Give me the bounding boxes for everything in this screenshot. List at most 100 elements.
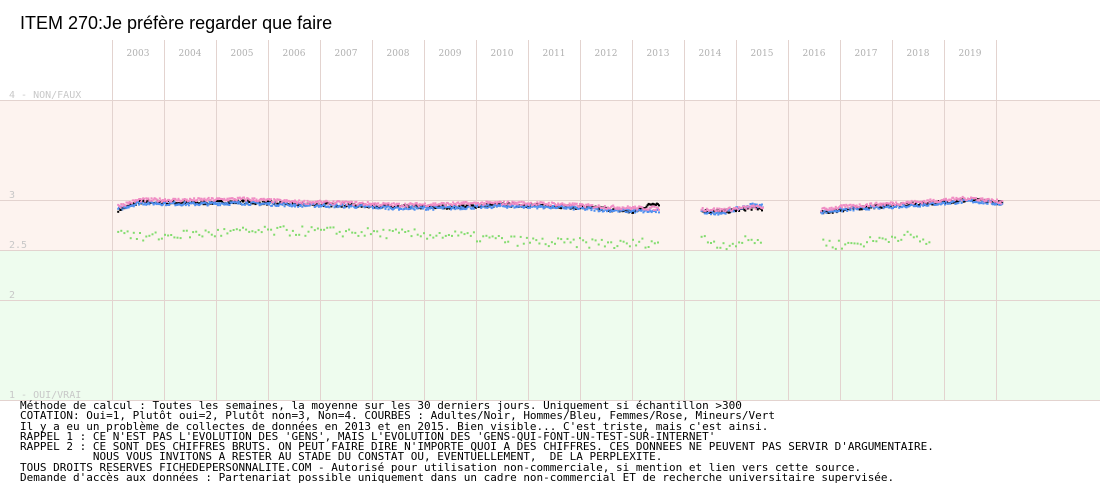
data-point (142, 239, 145, 242)
x-tick-label: 2005 (231, 49, 254, 59)
data-point (341, 200, 344, 203)
data-point (339, 203, 342, 206)
data-point (973, 199, 976, 202)
data-point (510, 235, 513, 238)
data-point (455, 204, 458, 206)
data-point (347, 201, 349, 203)
data-point (919, 240, 921, 243)
data-point (856, 242, 859, 245)
data-point (151, 202, 154, 204)
data-point (279, 226, 282, 228)
data-point (317, 202, 320, 205)
data-point (289, 203, 292, 206)
data-point (643, 208, 646, 211)
data-point (553, 206, 555, 209)
data-point (727, 209, 730, 212)
data-point (355, 200, 358, 203)
data-point (296, 202, 299, 205)
data-point (749, 206, 752, 209)
data-point (485, 203, 488, 206)
data-point (429, 234, 432, 237)
data-point (408, 208, 411, 210)
data-point (444, 234, 447, 237)
data-point (641, 237, 644, 240)
data-point (167, 234, 170, 237)
data-point (321, 204, 323, 207)
data-point (310, 202, 313, 205)
data-point (516, 203, 519, 206)
data-point (187, 199, 190, 202)
data-point (352, 203, 355, 206)
data-point (453, 203, 456, 206)
x-tick-label: 2018 (907, 49, 930, 59)
data-point (279, 201, 282, 203)
data-point (362, 203, 365, 206)
data-point (713, 210, 716, 213)
data-point (349, 205, 352, 208)
data-point (848, 204, 851, 207)
data-point (294, 199, 296, 202)
data-point (525, 202, 528, 205)
data-point (135, 201, 138, 204)
data-point (711, 211, 713, 214)
data-point (202, 203, 205, 206)
data-point (629, 208, 632, 211)
data-point (569, 241, 572, 244)
data-point (383, 204, 386, 207)
x-tick-label: 2010 (491, 49, 514, 59)
data-point (635, 207, 638, 210)
data-point (643, 207, 646, 210)
x-tick-label: 2014 (699, 49, 722, 59)
data-point (234, 198, 237, 201)
data-point (280, 201, 283, 204)
data-point (494, 237, 497, 240)
data-point (878, 207, 881, 210)
data-point (563, 241, 566, 244)
data-point (564, 206, 567, 209)
data-point (713, 240, 716, 243)
data-point (900, 206, 903, 209)
data-point (374, 205, 377, 208)
data-point (219, 204, 222, 207)
data-point (207, 231, 210, 234)
data-point (453, 205, 456, 208)
data-point (967, 198, 970, 201)
data-point (421, 204, 424, 207)
data-point (393, 203, 396, 206)
data-point (201, 202, 204, 205)
data-point (445, 207, 448, 210)
data-point (182, 198, 185, 201)
data-point (593, 209, 596, 212)
data-point (432, 208, 435, 211)
data-point (598, 208, 601, 211)
data-point (381, 203, 384, 206)
data-point (273, 233, 276, 236)
data-point (192, 231, 195, 234)
data-point (336, 206, 339, 209)
data-point (834, 205, 837, 208)
data-point (883, 204, 886, 207)
data-point (477, 201, 479, 204)
data-point (882, 207, 885, 210)
data-point (364, 203, 367, 206)
data-point (987, 197, 990, 200)
data-point (863, 205, 866, 208)
data-point (884, 238, 887, 241)
data-point (227, 200, 230, 203)
data-point (196, 198, 199, 201)
data-point (171, 199, 174, 202)
data-point (238, 201, 241, 204)
data-point (843, 204, 846, 207)
data-point (346, 203, 348, 206)
data-point (866, 203, 868, 206)
data-point (572, 238, 575, 241)
data-point (121, 208, 124, 211)
data-point (252, 199, 255, 201)
data-point (128, 205, 131, 208)
data-point (501, 237, 503, 240)
data-point (822, 238, 825, 241)
data-point (532, 237, 535, 240)
data-point (738, 209, 741, 212)
data-point (640, 206, 643, 208)
data-point (441, 207, 444, 210)
